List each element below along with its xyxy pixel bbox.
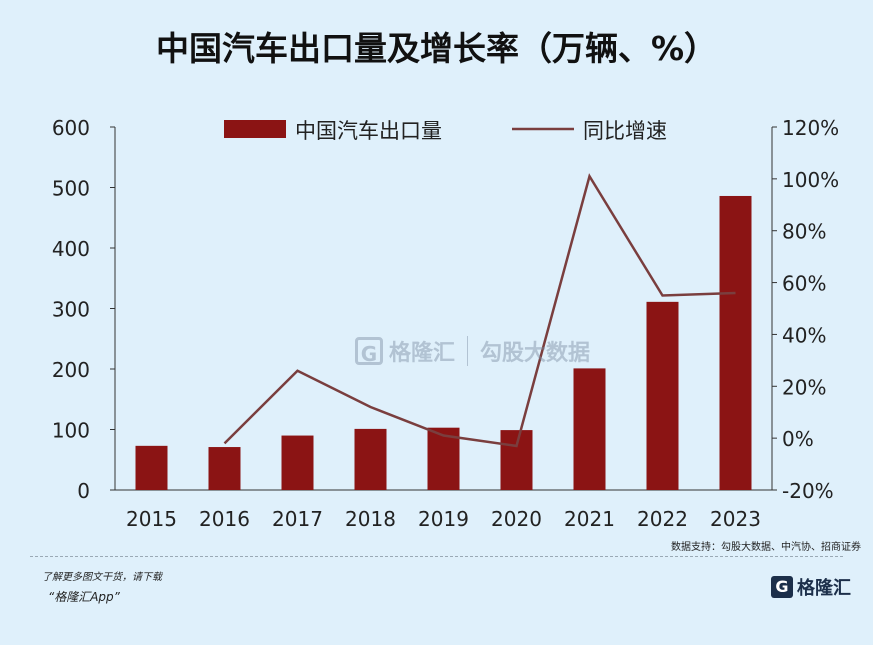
legend-line-label: 同比增速 — [583, 119, 667, 143]
right-tick-label: 40% — [782, 323, 826, 347]
bar — [719, 195, 752, 490]
x-tick-label: 2017 — [272, 507, 323, 531]
growth-line — [223, 173, 736, 448]
brand-logo-icon: G — [771, 576, 793, 598]
left-tick-label: 100 — [52, 419, 90, 443]
promo-line-1: 了解更多图文干货，请下载 — [42, 572, 162, 583]
brand-name: 格隆汇 — [797, 578, 851, 599]
right-tick-label: 120% — [782, 116, 839, 140]
left-tick-label: 200 — [52, 358, 90, 382]
legend-bar-swatch — [224, 120, 286, 138]
left-tick-label: 600 — [52, 116, 90, 140]
bar — [646, 301, 679, 490]
x-tick-label: 2021 — [564, 507, 615, 531]
bar — [281, 435, 314, 490]
x-tick-label: 2015 — [126, 507, 177, 531]
bar — [354, 428, 387, 490]
watermark-name: 格隆汇 — [389, 341, 456, 366]
x-tick-label: 2019 — [418, 507, 469, 531]
brand: G 格隆汇 — [771, 574, 851, 600]
bar — [500, 430, 533, 490]
x-tick-label: 2022 — [637, 507, 688, 531]
watermark-name2: 勾股大数据 — [480, 341, 591, 366]
bar — [135, 445, 168, 490]
promo-line-2: “格隆汇App” — [48, 590, 120, 604]
right-tick-label: 20% — [782, 375, 826, 399]
left-tick-label: 0 — [77, 479, 90, 503]
watermark: G 格隆汇 勾股大数据 — [355, 335, 590, 367]
right-tick-label: 100% — [782, 168, 839, 192]
watermark-separator — [467, 336, 469, 366]
footer-divider — [30, 556, 843, 557]
left-tick-label: 400 — [52, 237, 90, 261]
bar — [208, 447, 241, 490]
right-tick-label: 60% — [782, 272, 826, 296]
bar — [573, 368, 606, 490]
chart-plot: 0 100 200 300 400 500 600 -20% 0% 20% 40% 60% 80% 100… — [52, 116, 839, 531]
right-tick-label: 80% — [782, 220, 826, 244]
legend-bar-label: 中国汽车出口量 — [295, 119, 442, 143]
x-tick-label: 2016 — [199, 507, 250, 531]
chart-title: 中国汽车出口量及增长率（万辆、%） — [155, 29, 718, 68]
right-tick-label: 0% — [782, 427, 814, 451]
left-tick-label: 300 — [52, 298, 90, 322]
left-tick-label: 500 — [52, 177, 90, 201]
data-source: 数据支持：勾股大数据、中汽协、招商证券 — [671, 542, 861, 553]
watermark-logo-icon: G — [355, 337, 383, 366]
x-tick-label: 2023 — [710, 507, 761, 531]
x-tick-label: 2020 — [491, 507, 542, 531]
right-tick-label: -20% — [782, 479, 834, 503]
x-tick-label: 2018 — [345, 507, 396, 531]
